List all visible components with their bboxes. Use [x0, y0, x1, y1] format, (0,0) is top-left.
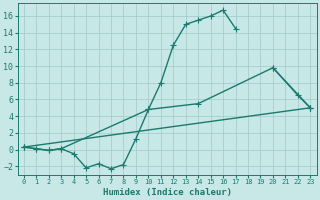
- X-axis label: Humidex (Indice chaleur): Humidex (Indice chaleur): [103, 188, 232, 197]
